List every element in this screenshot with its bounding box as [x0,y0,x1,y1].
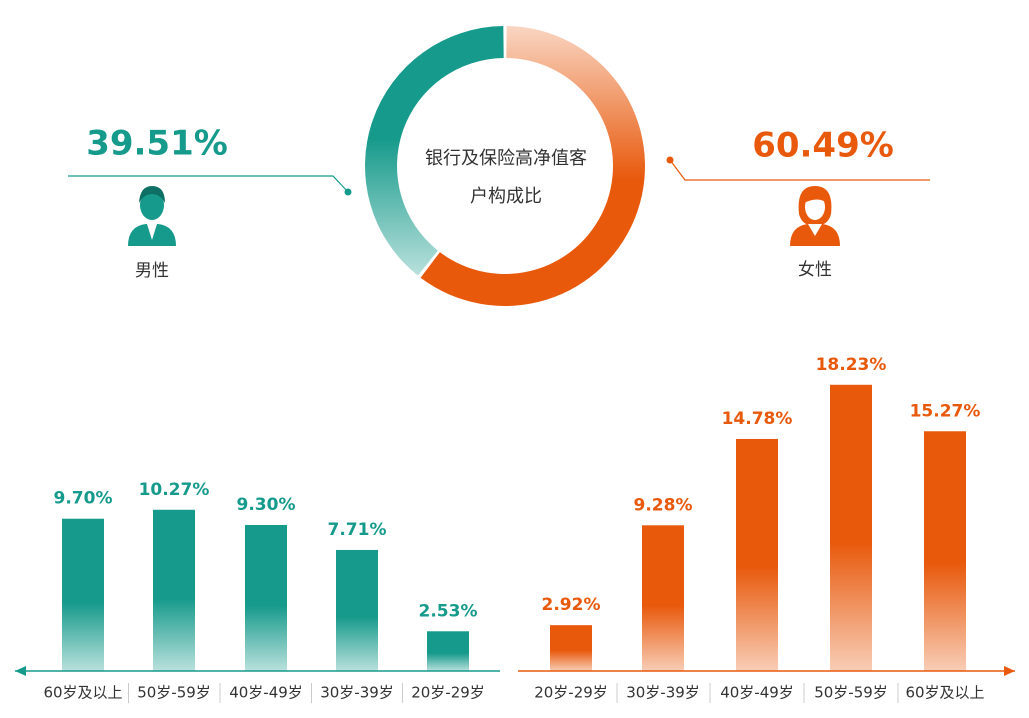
value-label: 9.30% [237,495,296,515]
value-label: 18.23% [816,355,887,375]
x-tick-label: 50岁-59岁 [137,684,211,702]
value-label: 2.53% [419,601,478,621]
x-tick-label: 20岁-29岁 [411,684,485,702]
bar [336,549,378,671]
bar [736,438,778,671]
x-tick-label: 20岁-29岁 [534,684,608,702]
axis-arrow [15,666,26,676]
x-tick-label: 30岁-39岁 [320,684,394,702]
bar [924,431,966,671]
x-tick-label: 50岁-59岁 [814,684,888,702]
category-label: 男性 [135,261,169,281]
value-label: 10.27% [139,480,210,500]
x-tick-label: 40岁-49岁 [229,684,303,702]
category-label: 女性 [798,260,832,280]
bar [245,524,287,671]
connector [68,156,930,196]
x-tick-label: 60岁及以上 [43,684,122,702]
value-label: 9.28% [634,495,693,515]
value-label: 2.92% [542,595,601,615]
bar [550,625,592,671]
axis-arrow [1004,666,1015,676]
value-label: 14.78% [722,409,793,429]
value-label: 7.71% [328,520,387,540]
donut-segment [365,26,504,276]
bar [427,631,469,671]
value-label: 15.27% [910,401,981,421]
value-label: 60.49% [752,126,894,166]
male-icon [128,186,176,246]
bar [830,384,872,671]
value-label: 39.51% [86,124,228,164]
value-label: 9.70% [54,489,113,509]
x-tick-label: 60岁及以上 [905,684,984,702]
x-tick-label: 30岁-39岁 [626,684,700,702]
female-icon [790,186,840,246]
bar [62,518,104,671]
bar [642,525,684,671]
x-tick-label: 40岁-49岁 [720,684,794,702]
donut-segment [420,26,646,306]
donut-title: 银行及保险高净值客户构成比 [425,148,587,207]
bar [153,509,195,671]
